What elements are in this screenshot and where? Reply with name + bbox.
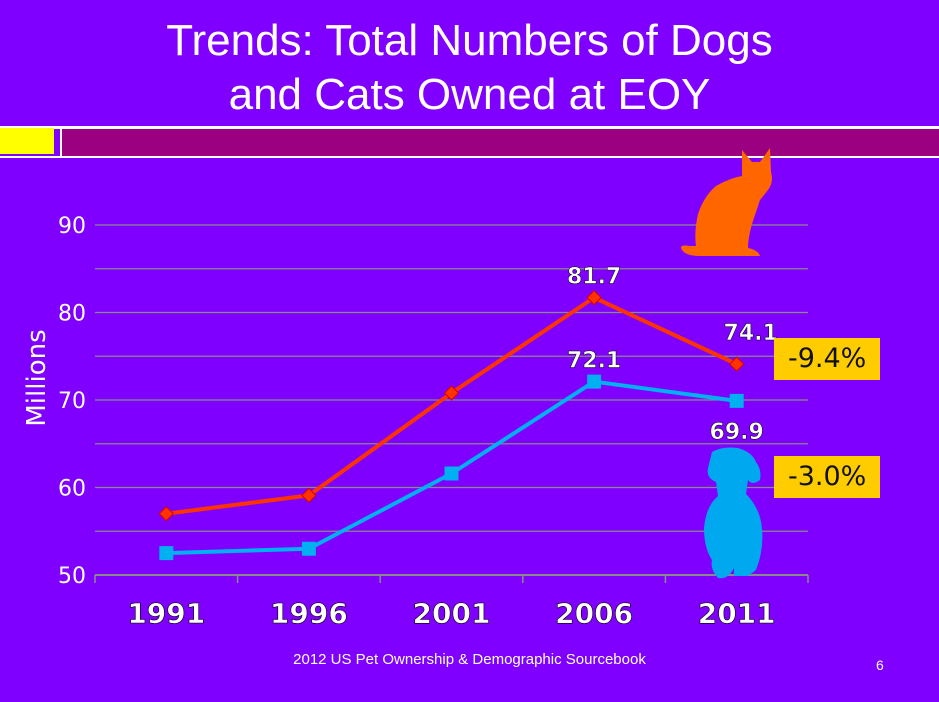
dogs-change-badge: -3.0%: [774, 456, 881, 498]
series-layer: [158, 289, 745, 561]
data-label: 72.1: [567, 349, 621, 374]
data-point: [587, 374, 602, 389]
x-tick-label: 1996: [270, 597, 348, 630]
data-point: [443, 385, 460, 401]
x-tick-label: 2011: [698, 597, 776, 630]
x-tick-label: 2006: [555, 597, 633, 630]
data-label: 74.1: [724, 321, 778, 346]
y-tick-label: 50: [58, 564, 86, 589]
y-tick-label: 80: [58, 302, 86, 327]
x-tick-label: 2001: [413, 597, 491, 630]
data-point: [586, 289, 602, 306]
slide-number: 6: [876, 657, 884, 673]
accent-block-yellow: [0, 128, 54, 154]
y-tick-label: 90: [58, 214, 86, 239]
title-line-2: and Cats Owned at EOY: [228, 70, 711, 119]
title-divider-line: [0, 126, 939, 129]
data-point: [301, 541, 316, 556]
y-axis-label: Millions: [22, 329, 52, 426]
cat-icon: [681, 148, 772, 256]
data-point: [444, 466, 459, 481]
dog-icon: [704, 447, 763, 579]
axes: 50 60 70 80 90 1991 1996 2001 2006 2011: [58, 214, 809, 630]
data-point: [729, 393, 744, 408]
y-tick-label: 70: [58, 389, 86, 414]
grid-lines: [95, 224, 808, 532]
data-label: 81.7: [567, 265, 621, 290]
data-point: [728, 356, 745, 372]
labels-layer: 81.7 74.1 72.1 69.9: [567, 264, 778, 445]
slide-title: Trends: Total Numbers of Dogs and Cats O…: [0, 14, 939, 122]
series-line-0: [166, 295, 738, 516]
band-bottom-line: [0, 156, 939, 158]
y-tick-label: 60: [58, 477, 86, 502]
title-line-1: Trends: Total Numbers of Dogs: [166, 16, 773, 65]
data-point: [301, 487, 317, 504]
x-tick-label: 1991: [127, 597, 205, 630]
data-point: [158, 506, 175, 522]
accent-band-magenta: [60, 129, 939, 156]
data-point: [159, 546, 174, 561]
data-label: 69.9: [710, 420, 764, 445]
footer-source: 2012 US Pet Ownership & Demographic Sour…: [293, 651, 646, 668]
cats-change-badge: -9.4%: [774, 338, 881, 380]
